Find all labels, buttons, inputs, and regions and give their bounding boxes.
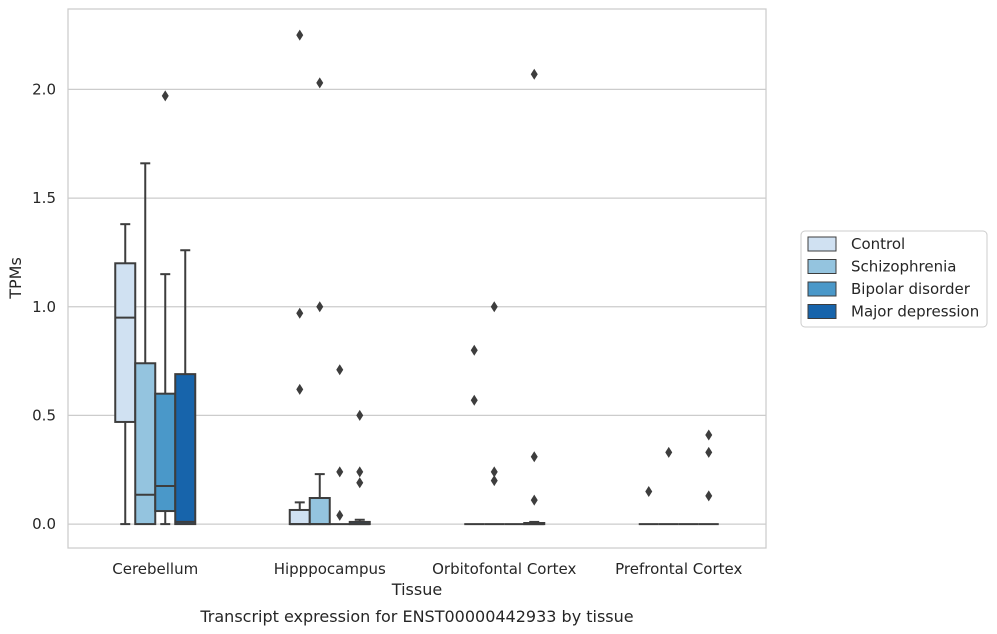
outlier-point [490, 301, 498, 313]
box-group [464, 344, 485, 526]
outlier-point [316, 301, 324, 313]
box-group [484, 301, 505, 526]
box [288, 508, 311, 526]
x-axis: Cerebellum Hipppocampus Orbitofontal Corte… [112, 560, 742, 578]
outlier-point [356, 477, 364, 489]
legend-swatch [807, 281, 837, 297]
legend-swatch [807, 236, 837, 252]
box-group [638, 485, 659, 526]
box-group [523, 68, 546, 526]
outlier-point [490, 475, 498, 487]
legend-label: Major depression [851, 303, 979, 321]
outlier-point [470, 344, 478, 356]
outlier-point [705, 490, 713, 502]
box-group [114, 223, 137, 526]
outlier-point [356, 409, 364, 421]
legend-label: Schizophrenia [851, 258, 956, 276]
outlier-point [530, 451, 538, 463]
x-tick-label: Prefrontal Cortex [615, 560, 742, 578]
legend-swatch [807, 259, 837, 274]
box-group [288, 29, 311, 526]
y-axis-title: TPMs [6, 257, 25, 300]
box [154, 392, 177, 513]
legend-label: Bipolar disorder [851, 280, 971, 298]
box [134, 362, 157, 526]
box-group [329, 364, 350, 526]
x-tick-label: Orbitofontal Cortex [432, 560, 576, 578]
outlier-point [645, 485, 653, 497]
box-group [174, 249, 197, 526]
y-tick-label: 1.0 [32, 298, 56, 316]
box-group [154, 90, 177, 526]
outlier-point [296, 29, 304, 41]
box-group [348, 409, 371, 526]
chart-caption: Transcript expression for ENST0000044293… [199, 607, 633, 626]
legend-frame [800, 230, 988, 328]
box-group [134, 162, 157, 526]
y-axis: 0.0 0.5 1.0 1.5 2.0 [32, 80, 56, 533]
legend: Control Schizophrenia Bipolar disorder Majo… [800, 230, 988, 328]
boxes [114, 29, 719, 526]
y-tick-label: 0.5 [32, 406, 56, 424]
y-tick-label: 2.0 [32, 80, 56, 98]
box-group [308, 77, 331, 526]
outlier-point [296, 383, 304, 395]
outlier-point [356, 466, 364, 478]
outlier-point [705, 429, 713, 441]
outlier-point [490, 466, 498, 478]
box [114, 262, 137, 423]
outlier-point [470, 394, 478, 406]
legend-label: Control [851, 235, 905, 253]
legend-swatch [807, 304, 837, 319]
x-tick-label: Hipppocampus [274, 560, 386, 578]
outlier-point [336, 509, 344, 521]
outlier-point [336, 364, 344, 376]
outlier-point [530, 494, 538, 506]
outlier-point [705, 446, 713, 458]
outlier-point [316, 77, 324, 89]
x-axis-title: Tissue [391, 580, 442, 599]
outlier-point [665, 446, 673, 458]
box-group [698, 429, 719, 526]
box [308, 497, 331, 526]
outlier-point [336, 466, 344, 478]
outlier-point [530, 68, 538, 80]
box [174, 373, 197, 526]
y-tick-label: 1.5 [32, 189, 56, 207]
outlier-point [161, 90, 169, 102]
x-tick-label: Cerebellum [112, 560, 198, 578]
y-tick-label: 0.0 [32, 515, 56, 533]
outlier-point [296, 307, 304, 319]
box-group [658, 446, 679, 526]
plot-area [67, 8, 767, 549]
